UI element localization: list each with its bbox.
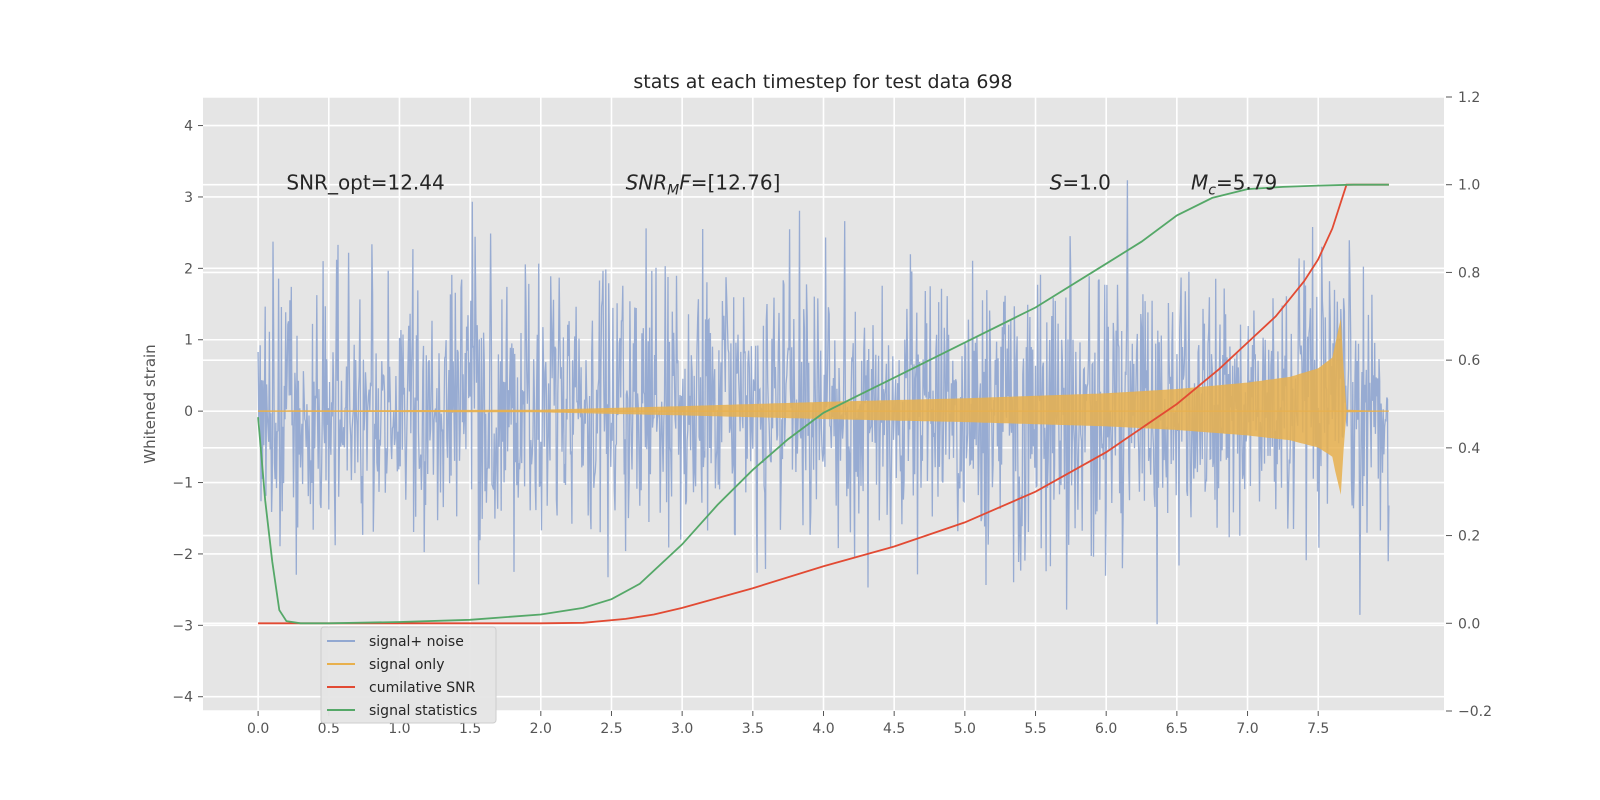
annotations: SNR_opt=12.44 SNRMF=[12.76] S=1.0 Mc=5.79: [286, 171, 1277, 199]
chart-title: stats at each timestep for test data 698: [633, 71, 1012, 93]
y-tick-label: 4: [184, 119, 193, 135]
axes: 0.0 0.5 1.0 1.5 2.0 2.5 3.0 3.5 4.0 4.5 5.0 5.5 6.0 6…: [172, 90, 1492, 737]
y2-tick-label: 0.4: [1458, 441, 1480, 457]
x-tick-label: 1.0: [388, 721, 410, 737]
y2-tick-label: −0.2: [1458, 704, 1492, 720]
legend-label: signal only: [369, 657, 444, 673]
x-tick-label: 4.0: [812, 721, 834, 737]
legend-box: [320, 626, 497, 724]
y2-tick-label: 0.8: [1458, 265, 1480, 281]
s-annotation: S=1.0: [1050, 171, 1111, 195]
x-tick-label: 5.5: [1024, 721, 1046, 737]
snr-opt-annotation: SNR_opt=12.44: [286, 171, 444, 195]
y2-tick-label: 0.2: [1458, 529, 1480, 545]
legend-label: signal+ noise: [369, 634, 464, 650]
y-tick-label: 2: [184, 261, 193, 277]
y-axis-label: Whitened strain: [141, 344, 159, 463]
y-tick-label: 3: [184, 190, 193, 206]
y2-tick-label: 1.0: [1458, 178, 1480, 194]
signal-only-series: [258, 318, 1389, 495]
x-tick-label: 2.5: [600, 721, 622, 737]
x-tick-label: 5.0: [954, 721, 976, 737]
signal-noise-line: [257, 180, 1390, 625]
y-tick-label: −3: [172, 618, 193, 634]
signal-noise-series: [257, 180, 1390, 625]
x-tick-label: 6.0: [1095, 721, 1117, 737]
x-tick-label: 3.5: [742, 721, 764, 737]
x-tick-label: 6.5: [1166, 721, 1188, 737]
y-tick-label: −1: [172, 476, 193, 492]
y2-tick-label: 1.2: [1458, 90, 1480, 106]
x-tick-label: 7.5: [1307, 721, 1329, 737]
x-tick-label: 0.0: [247, 721, 269, 737]
legend-label: cumilative SNR: [369, 680, 476, 696]
signal-statistics-line: [257, 183, 1389, 625]
legend-label: signal statistics: [369, 703, 477, 719]
x-tick-label: 0.5: [318, 721, 340, 737]
x-tick-label: 2.0: [530, 721, 552, 737]
x-tick-label: 7.0: [1236, 721, 1258, 737]
x-tick-label: 1.5: [459, 721, 481, 737]
x-tick-label: 4.5: [883, 721, 905, 737]
signal-only-fill: [258, 318, 1389, 495]
y-tick-label: −4: [172, 690, 193, 706]
cumilative-snr-line: [258, 183, 1389, 625]
mc-annotation: Mc=5.79: [1191, 171, 1277, 199]
x-tick-label: 3.0: [671, 721, 693, 737]
y-tick-label: 0: [184, 404, 193, 420]
y-tick-label: −2: [172, 547, 193, 563]
y2-tick-label: 0.0: [1458, 616, 1480, 632]
statistic-lines: [257, 183, 1389, 625]
snr-mf-annotation: SNRMF=[12.76]: [626, 171, 781, 199]
y-tick-label: 1: [184, 333, 193, 349]
y2-tick-label: 0.6: [1458, 353, 1480, 369]
legend: signal+ noise signal only cumilative SNR si…: [320, 626, 497, 724]
